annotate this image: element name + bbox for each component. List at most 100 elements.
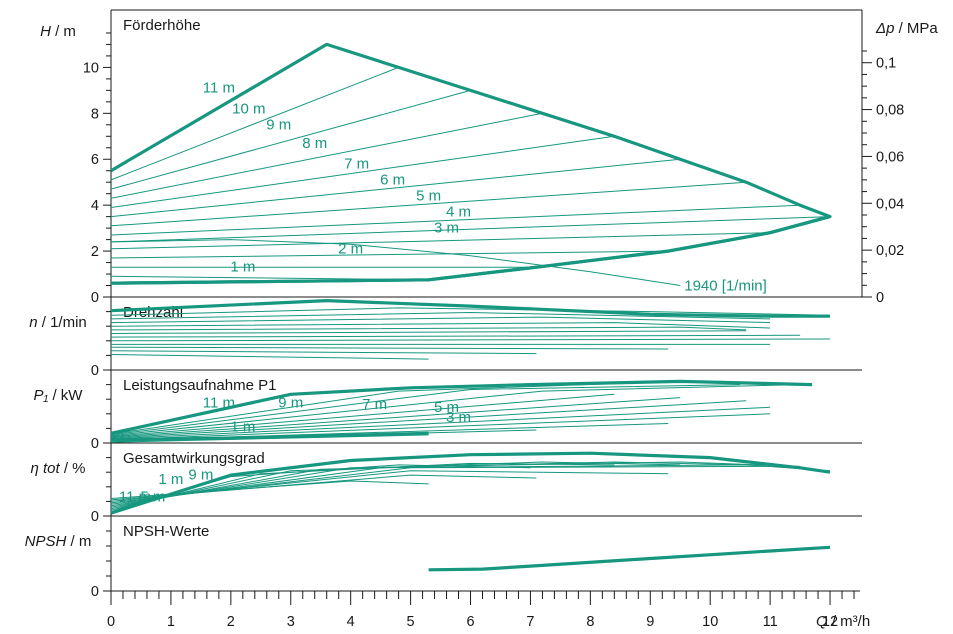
setpoint-curve [110, 397, 681, 438]
x-tick-label: 7 [526, 614, 534, 630]
panel-power: 0 Leistungsaufnahme P1 P₁ / kW [34, 370, 860, 452]
setpoint-curve [110, 400, 747, 439]
y-axis-variable: n [29, 314, 37, 331]
setpoint-curve [110, 181, 747, 227]
right-tick-label: 0 [876, 290, 884, 306]
setpoint-curve [110, 350, 537, 355]
setpoint-curve [110, 316, 771, 324]
y-axis-unit: / % [60, 460, 86, 477]
panel-efficiency: 0 Gesamtwirkungsgrad η tot / % [30, 443, 860, 525]
y-axis-unit: / 1/min [38, 314, 87, 331]
curve-label: 11 m [203, 80, 235, 97]
y-tick-label: 6 [91, 152, 99, 168]
curve-label: 1 m [230, 419, 255, 436]
panel-title: NPSH-Werte [123, 523, 209, 540]
curve-label: 11 m [119, 488, 151, 505]
envelope-curve [110, 379, 813, 435]
envelope-curve [428, 545, 831, 572]
x-tick-label: 1 [167, 614, 175, 630]
y-tick-label: 4 [91, 198, 99, 214]
x-axis-variable: Q [816, 613, 828, 630]
y-axis-variable: H [40, 23, 51, 40]
right-tick-label: 0,08 [876, 103, 904, 119]
x-axis-unit: / m³/h [828, 613, 871, 630]
y-axis-unit: / kW [48, 387, 83, 404]
setpoint-curve [110, 461, 801, 507]
y-tick-label: 8 [91, 106, 99, 122]
envelope-curve [110, 451, 831, 515]
right-tick-label: 0,04 [876, 196, 904, 212]
x-tick-label: 2 [227, 614, 235, 630]
setpoint-curve [110, 89, 471, 190]
setpoint-curve [110, 354, 429, 360]
curve-label: 8 m [302, 135, 327, 152]
curve-label: 11 m [203, 394, 235, 411]
x-axis-label: Q / m³/h [816, 613, 870, 630]
right-tick-label: 0,02 [876, 243, 904, 259]
curve-label: 2 m [338, 240, 363, 257]
setpoint-curve [110, 135, 615, 208]
curve-label: 9 m [266, 116, 291, 133]
right-axis-variable: Δp [875, 20, 894, 37]
setpoint-curve [110, 406, 771, 440]
panel-npsh: 0 NPSH-Werte NPSH / m [25, 516, 860, 600]
panel-head: 0 2 4 6 8 10 Förderhöhe H / m [40, 10, 860, 306]
y-axis-unit: / m [66, 533, 91, 550]
setpoint-curve [110, 250, 669, 259]
curve-label: 5 m [140, 488, 165, 505]
setpoint-curve [110, 112, 543, 199]
setpoint-curve [110, 464, 831, 505]
x-tick-label: 0 [107, 614, 115, 630]
setpoint-curve [110, 330, 747, 334]
y-axis-variable: η tot [30, 460, 60, 477]
setpoint-curve [110, 338, 831, 342]
curve-label: 5 m [434, 399, 459, 416]
setpoint-curve [110, 311, 771, 320]
setpoint-curve [110, 384, 801, 437]
y-tick-label: 0 [91, 290, 99, 306]
curve-label: 6 m [380, 171, 405, 188]
envelope-curve [110, 299, 830, 318]
y-tick-label: 10 [83, 60, 99, 76]
setpoint-curve [110, 413, 771, 441]
setpoint-curve [110, 232, 771, 250]
x-tick-label: 12 [822, 614, 838, 630]
min-speed-curve [110, 215, 831, 285]
x-tick-label: 10 [702, 614, 718, 630]
reference-speed-label: 1940 [1/min] [684, 278, 767, 295]
curve-label: 5 m [416, 188, 441, 205]
y-axis-unit: / m [51, 23, 76, 40]
right-axis-label: Δp / MPa [875, 20, 938, 37]
setpoint-curve [110, 393, 615, 437]
curve-label: 9 m [278, 394, 303, 411]
x-tick-label: 11 [763, 614, 778, 630]
curve-label: 9 m [188, 467, 213, 484]
right-tick-label: 0,1 [876, 56, 896, 72]
setpoint-curve [110, 322, 771, 329]
reference-speed-curve [110, 239, 681, 286]
x-tick-label: 5 [407, 614, 415, 630]
curve-label: 7 m [362, 396, 387, 413]
y-axis-label: n / 1/min [29, 314, 87, 331]
y-axis-label: NPSH / m [25, 533, 92, 550]
panel-title: Leistungsaufnahme P1 [123, 377, 276, 394]
x-tick-label: 8 [586, 614, 594, 630]
x-tick-label: 3 [287, 614, 295, 630]
curve-label: 10 m [232, 100, 265, 117]
y-axis-label: H / m [40, 23, 76, 40]
curve-label: 3 m [434, 220, 459, 237]
setpoint-curve [110, 334, 801, 338]
setpoint-curve [110, 204, 801, 236]
setpoint-curve [110, 326, 747, 331]
y-tick-label: 0 [91, 509, 99, 525]
curve-label: 7 m [344, 155, 369, 172]
y-tick-label: 0 [91, 584, 99, 600]
curve-label: 4 m [446, 204, 471, 221]
x-tick-label: 4 [347, 614, 355, 630]
curve-label: 1 m [158, 471, 183, 488]
setpoint-curve [110, 216, 831, 243]
panel-title: Förderhöhe [123, 17, 201, 34]
setpoint-curve [110, 384, 741, 436]
curve-label: 1 m [230, 259, 255, 276]
